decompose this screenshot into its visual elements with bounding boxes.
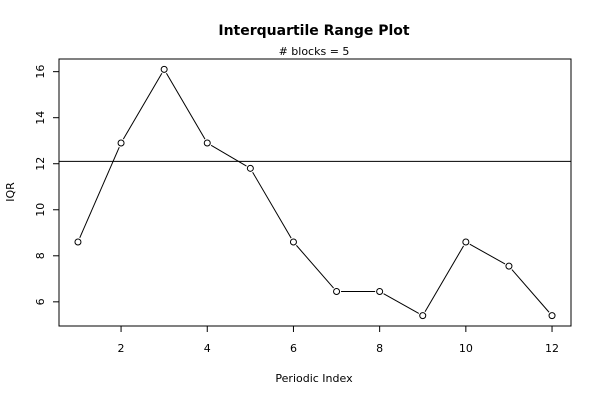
data-point [376,287,384,295]
data-point [203,139,211,147]
iqr-series [74,65,556,320]
y-axis-label: IQR [4,182,17,202]
x-axis: 2 4 6 8 10 12 [118,325,559,355]
x-tick-label: 4 [204,342,211,355]
series-segment [296,245,334,289]
data-point [548,312,556,320]
data-point [333,287,341,295]
y-tick-label: 12 [34,157,47,171]
y-tick-label: 14 [34,111,47,125]
y-axis: 6 8 10 12 14 16 [34,65,60,305]
x-tick-label: 12 [545,342,559,355]
series-segment [79,146,120,239]
data-point [246,164,254,172]
series-segment [210,144,247,167]
y-tick-label: 8 [34,252,47,259]
series-segment [165,72,206,140]
series-segment [511,269,550,313]
series-segment [469,243,506,265]
x-tick-label: 2 [118,342,125,355]
x-axis-label: Periodic Index [275,372,353,385]
data-point [419,312,427,320]
y-tick-label: 10 [34,203,47,217]
data-point [74,238,82,246]
data-point [505,262,513,270]
series-segment [383,293,420,314]
data-point [117,139,125,147]
series-segment [424,245,465,313]
series-segment [122,72,163,140]
plot-frame [58,58,572,327]
data-point [160,65,168,73]
x-tick-label: 10 [459,342,473,355]
y-tick-label: 6 [34,298,47,305]
y-tick-label: 16 [34,65,47,79]
x-tick-label: 8 [376,342,383,355]
chart-subtitle: # blocks = 5 [279,45,350,58]
data-point [289,238,297,246]
x-tick-label: 6 [290,342,297,355]
data-point [462,238,470,246]
series-segment [252,171,292,239]
chart-title: Interquartile Range Plot [218,23,410,39]
